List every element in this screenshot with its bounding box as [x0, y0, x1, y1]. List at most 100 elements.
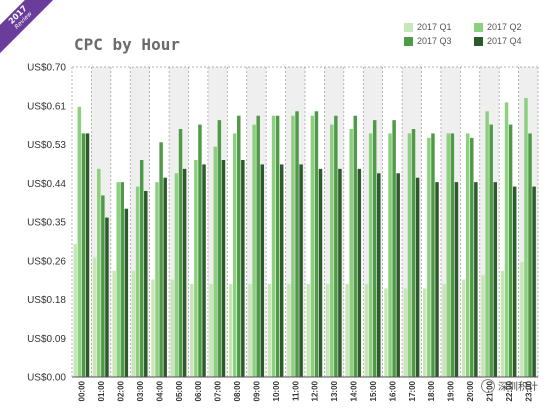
x-tick-label: 19:00 [447, 380, 456, 401]
bar [217, 120, 222, 378]
x-tick-label: 13:00 [330, 380, 339, 401]
bar [481, 275, 485, 377]
x-tick-label: 22:00 [505, 380, 514, 401]
bar [357, 168, 362, 377]
bar [427, 137, 431, 377]
bar [318, 168, 323, 377]
bar [500, 270, 505, 377]
bar [267, 284, 272, 377]
bar [279, 164, 284, 377]
bar [155, 182, 159, 377]
bar [221, 160, 226, 377]
bar [489, 124, 493, 377]
wechat-icon [481, 378, 495, 393]
x-tick-label: 20:00 [466, 380, 475, 401]
x-tick-label: 04:00 [155, 380, 164, 401]
bar [532, 186, 536, 377]
bar [232, 133, 237, 377]
bar [325, 284, 330, 377]
bar [411, 129, 416, 377]
bar [377, 173, 381, 377]
x-tick-label: 05:00 [175, 380, 184, 401]
chart-title: CPC by Hour [74, 35, 180, 54]
bar [512, 186, 517, 377]
bar [403, 288, 408, 377]
bar [330, 124, 334, 377]
bar [508, 124, 513, 377]
x-tick-label: 10:00 [272, 380, 281, 401]
y-tick-label: US$0.53 [27, 140, 66, 151]
watermark-text: 深圳积计 [498, 382, 538, 393]
bar [470, 137, 474, 377]
x-tick-label: 23:00 [524, 380, 533, 401]
bar [295, 111, 299, 378]
x-tick-label: 12:00 [311, 380, 320, 401]
bar [237, 115, 241, 377]
bar [349, 129, 353, 377]
bar [135, 186, 140, 377]
legend-label: 2017 Q2 [487, 22, 522, 32]
bar [520, 261, 524, 377]
bar [124, 208, 129, 377]
x-tick-label: 17:00 [408, 380, 417, 401]
bar [101, 195, 105, 377]
y-tick-label: US$0.61 [27, 101, 66, 112]
bar [248, 284, 252, 377]
bar [163, 177, 167, 377]
bar [116, 182, 120, 377]
y-tick-label: US$0.35 [27, 218, 66, 229]
legend-swatch [474, 36, 483, 46]
bar [345, 284, 349, 377]
bar [291, 115, 295, 377]
bar [392, 120, 396, 378]
watermark: 深圳积计 [481, 378, 538, 393]
bar [465, 133, 470, 377]
bar [213, 146, 218, 377]
bar [120, 182, 125, 377]
y-tick-label: US$0.70 [27, 63, 66, 74]
bar [306, 284, 311, 377]
bar [431, 133, 435, 377]
x-tick-label: 06:00 [194, 380, 203, 401]
legend-item: 2017 Q3 [404, 36, 452, 46]
bar [415, 177, 420, 377]
bar [287, 284, 291, 377]
bar [407, 133, 412, 377]
legend-label: 2017 Q3 [417, 36, 452, 46]
y-tick-label: US$0.44 [27, 179, 66, 190]
x-tick-label: 01:00 [97, 380, 106, 401]
bar [97, 168, 101, 377]
bar [493, 182, 498, 377]
bar [81, 133, 86, 377]
bar [388, 133, 392, 377]
legend-label: 2017 Q1 [417, 22, 452, 32]
bar [314, 111, 319, 378]
bar [151, 279, 155, 377]
bar [450, 133, 455, 377]
y-tick-label: US$0.18 [27, 295, 66, 306]
bar [178, 129, 183, 377]
bar [73, 244, 78, 377]
bar [338, 168, 342, 377]
x-tick-label: 18:00 [427, 380, 436, 401]
bar [275, 115, 280, 377]
x-tick-label: 11:00 [291, 380, 300, 401]
x-tick-label: 07:00 [214, 380, 223, 401]
bar [92, 257, 97, 377]
legend-item: 2017 Q2 [474, 22, 522, 32]
bar [144, 191, 148, 377]
bar [310, 115, 315, 377]
x-tick-label: 09:00 [252, 380, 261, 401]
y-tick-label: US$0.26 [27, 256, 66, 267]
bar [299, 164, 303, 377]
bar [372, 120, 377, 378]
y-tick-label: US$0.00 [27, 373, 66, 384]
bar [139, 160, 144, 377]
bar [85, 133, 90, 377]
bar [435, 182, 439, 377]
bar [252, 124, 256, 377]
bar [384, 288, 388, 377]
x-tick-label: 15:00 [369, 380, 378, 401]
bar [190, 284, 194, 377]
